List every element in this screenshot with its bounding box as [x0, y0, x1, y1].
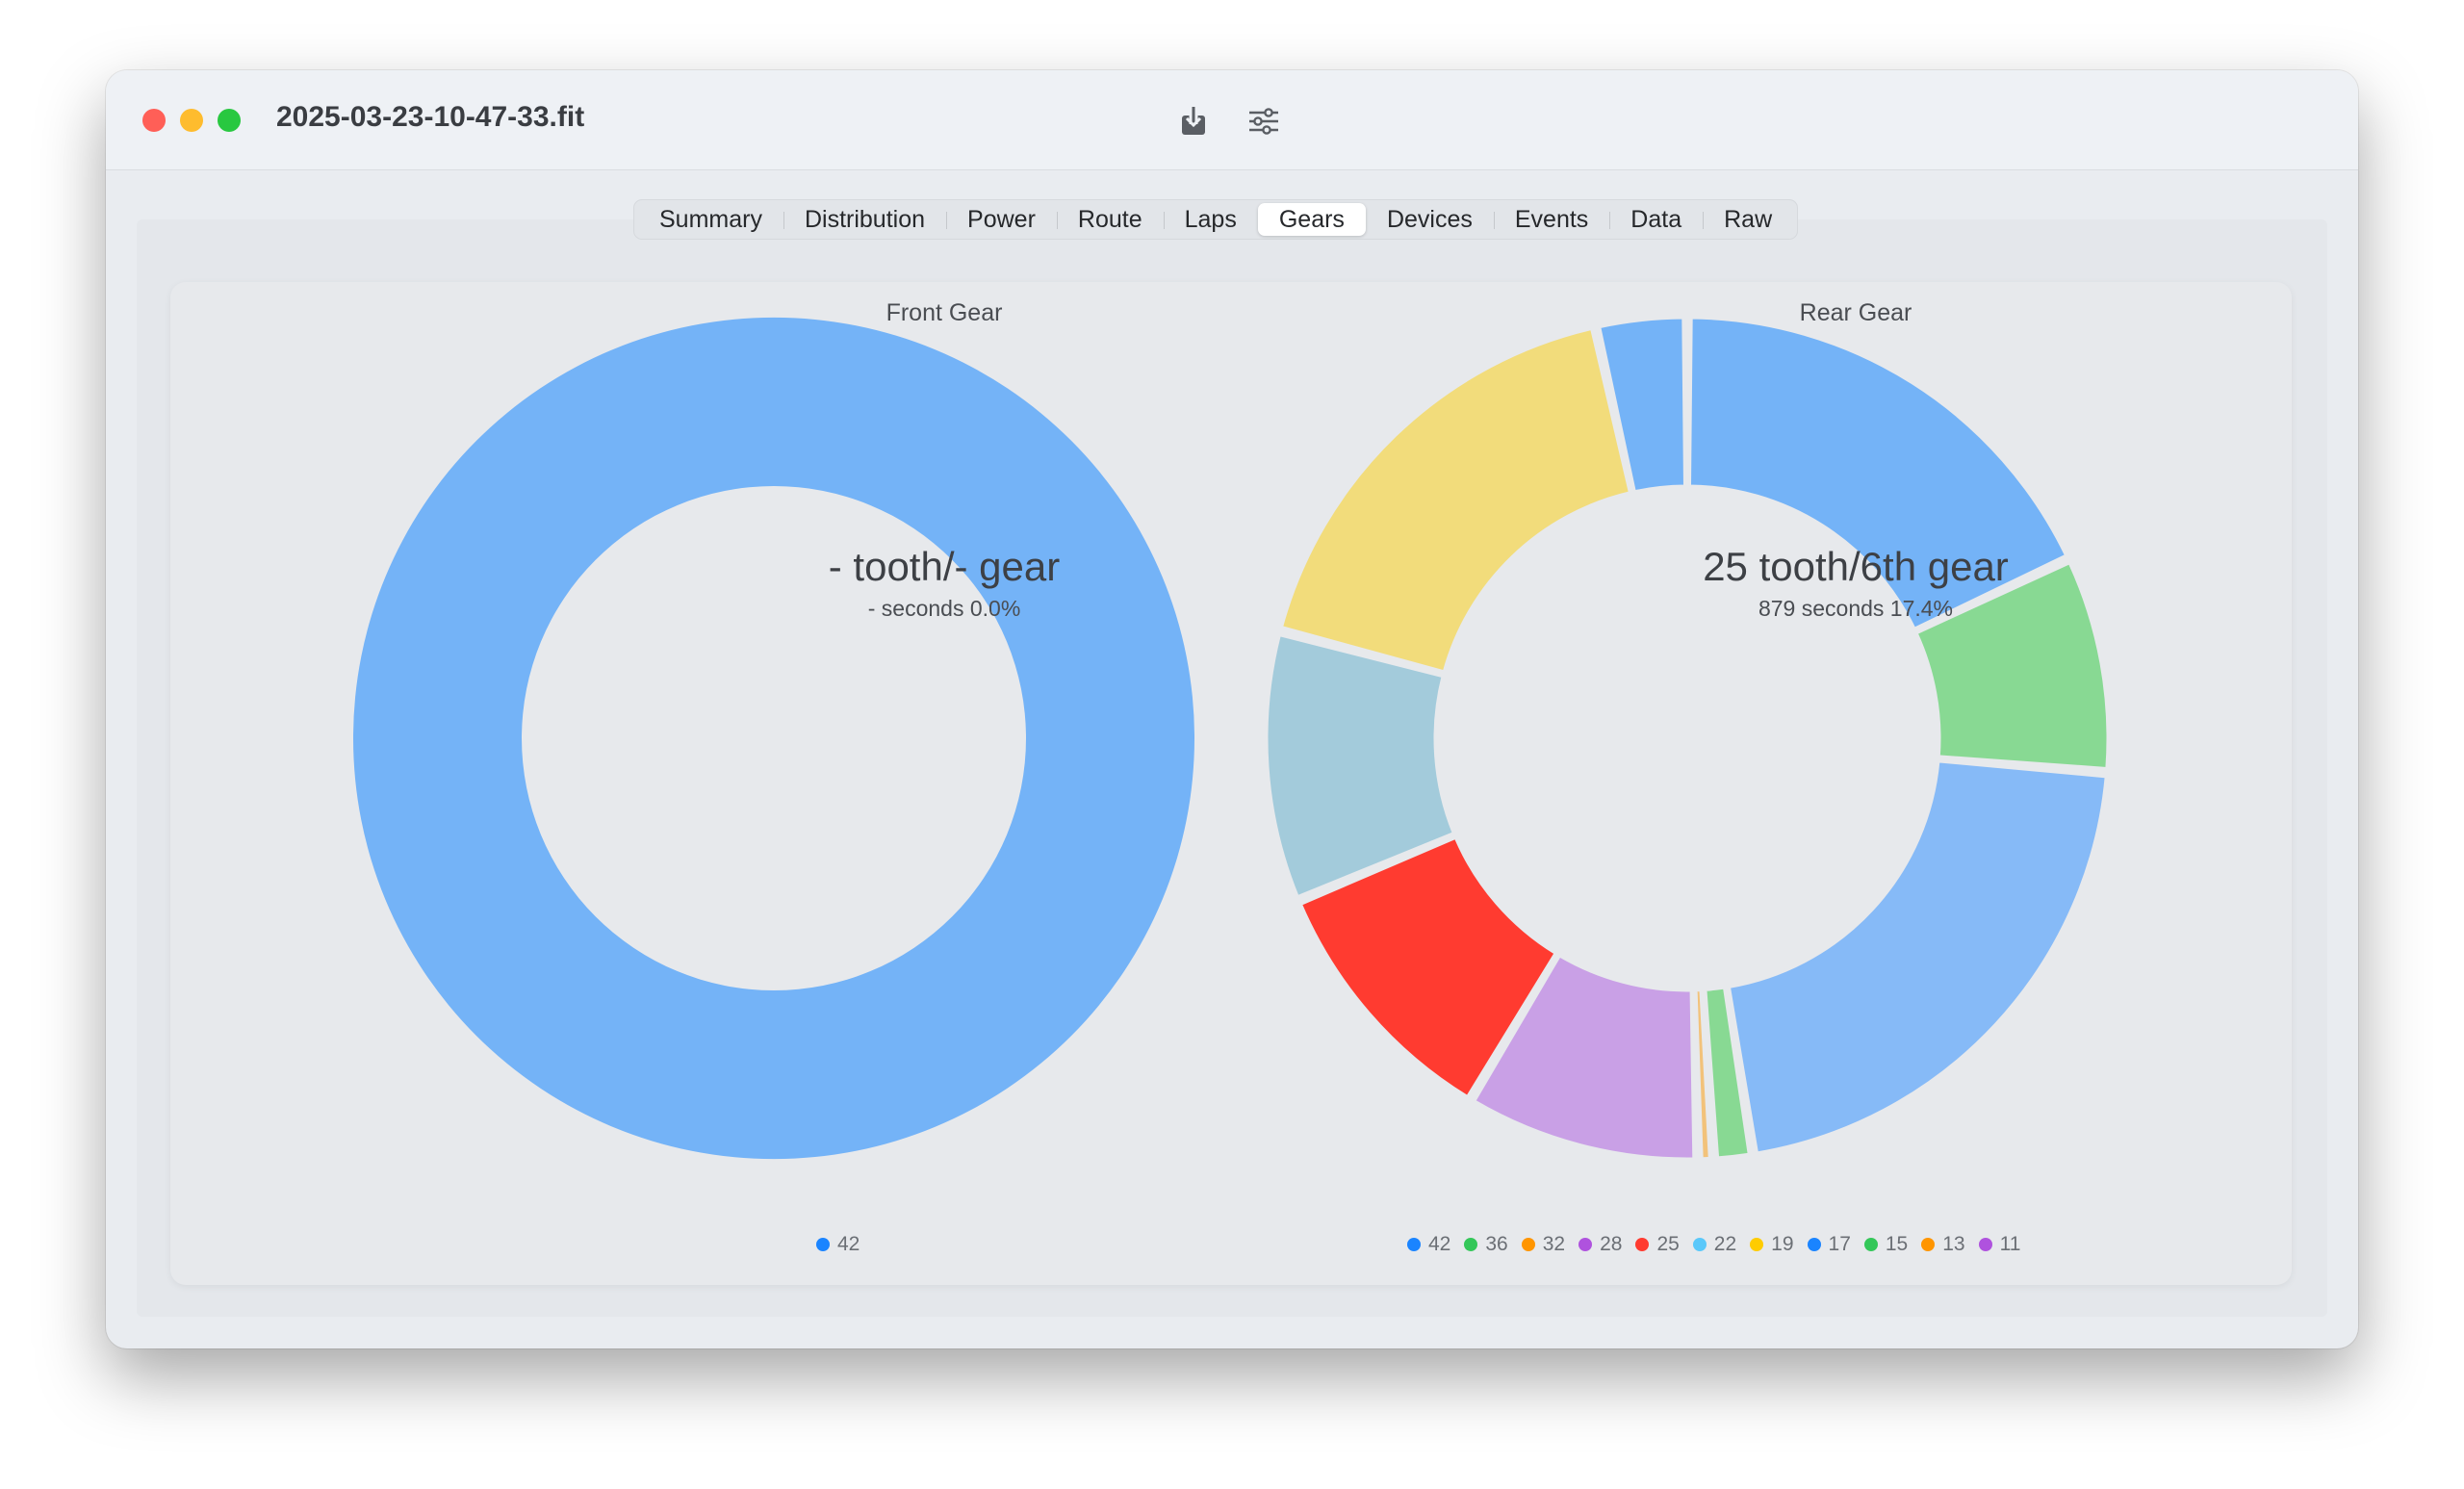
- tab-data[interactable]: Data: [1609, 203, 1703, 236]
- legend-dot: [1978, 1238, 1992, 1251]
- legend-label: 42: [837, 1233, 860, 1255]
- rear-gear-slice-32[interactable]: [1694, 988, 1711, 1161]
- rear-gear-center-main: 25 tooth/6th gear: [1703, 544, 2009, 589]
- tab-route[interactable]: Route: [1056, 203, 1164, 236]
- sliders-icon[interactable]: [1245, 103, 1282, 140]
- legend-dot: [1750, 1238, 1764, 1251]
- legend-dot: [816, 1238, 830, 1251]
- front-gear-center-sub: - seconds 0.0%: [867, 596, 1021, 621]
- front-gear-title: Front Gear: [886, 299, 1003, 326]
- close-window-button[interactable]: [142, 109, 166, 132]
- legend-label: 32: [1542, 1233, 1566, 1255]
- download-icon[interactable]: [1175, 103, 1212, 140]
- legend-dot: [1464, 1238, 1478, 1251]
- legend-label: 11: [1999, 1233, 2021, 1255]
- rear-gear-slice-17[interactable]: [1727, 759, 2108, 1155]
- gears-card: Front Gear - tooth/- gear - seconds 0.0%…: [170, 282, 2292, 1285]
- zoom-window-button[interactable]: [218, 109, 241, 132]
- tab-power[interactable]: Power: [946, 203, 1057, 236]
- rear-legend-item-17: 17: [1807, 1233, 1851, 1256]
- rear-gear-center-sub: 879 seconds 17.4%: [1758, 596, 1954, 621]
- rear-legend-item-19: 19: [1750, 1233, 1794, 1256]
- rear-gear-slice-19[interactable]: [1280, 326, 1631, 674]
- tab-laps[interactable]: Laps: [1163, 203, 1258, 236]
- legend-label: 13: [1942, 1233, 1965, 1255]
- legend-label: 17: [1828, 1233, 1851, 1255]
- front-legend-item-42: 42: [816, 1233, 860, 1256]
- rear-legend-item-11: 11: [1978, 1233, 2021, 1256]
- rear-gear-legend: 42 36 32 28 25 22 19 17 15 13 11: [1407, 1233, 2020, 1256]
- legend-dot: [1578, 1238, 1593, 1251]
- rear-gear-slice-22[interactable]: [1265, 633, 1455, 899]
- rear-legend-item-28: 28: [1578, 1233, 1622, 1256]
- title-bar: 2025-03-23-10-47-33.fit: [106, 70, 2358, 170]
- tab-events[interactable]: Events: [1493, 203, 1609, 236]
- legend-dot: [1921, 1238, 1936, 1251]
- rear-gear-slice-13[interactable]: [1914, 561, 2110, 770]
- rear-legend-item-25: 25: [1635, 1233, 1680, 1256]
- legend-dot: [1807, 1238, 1821, 1251]
- window-title: 2025-03-23-10-47-33.fit: [276, 101, 585, 133]
- legend-label: 15: [1885, 1233, 1909, 1255]
- legend-label: 36: [1485, 1233, 1508, 1255]
- legend-dot: [1863, 1238, 1878, 1251]
- tab-raw[interactable]: Raw: [1703, 203, 1793, 236]
- minimize-window-button[interactable]: [180, 109, 203, 132]
- rear-legend-item-13: 13: [1921, 1233, 1965, 1256]
- front-gear-slice-42[interactable]: [352, 317, 1194, 1160]
- legend-label: 22: [1713, 1233, 1737, 1255]
- legend-label: 28: [1600, 1233, 1623, 1255]
- rear-gear-slice-28[interactable]: [1473, 954, 1696, 1161]
- legend-dot: [1692, 1238, 1707, 1251]
- rear-legend-item-15: 15: [1863, 1233, 1909, 1256]
- rear-gear-slice-15[interactable]: [1688, 316, 2068, 630]
- rear-gear-slice-42[interactable]: [1598, 316, 1686, 494]
- tab-distribution[interactable]: Distribution: [783, 203, 946, 236]
- app-window: 2025-03-23-10-47-33.fit: [106, 70, 2358, 1348]
- front-gear-center-main: - tooth/- gear: [828, 544, 1061, 589]
- legend-label: 42: [1428, 1233, 1451, 1255]
- rear-gear-title: Rear Gear: [1799, 299, 1912, 326]
- legend-dot: [1635, 1238, 1650, 1251]
- rear-legend-item-36: 36: [1464, 1233, 1508, 1256]
- tab-bar: Summary Distribution Power Route Laps Gears De…: [633, 199, 1799, 240]
- rear-legend-item-22: 22: [1692, 1233, 1737, 1256]
- rear-gear-slice-25[interactable]: [1298, 835, 1557, 1099]
- rear-gear-slice-36[interactable]: [1704, 986, 1751, 1160]
- legend-dot: [1521, 1238, 1535, 1251]
- tab-summary[interactable]: Summary: [659, 206, 762, 233]
- front-gear-legend: 42: [816, 1233, 860, 1256]
- tab-devices[interactable]: Devices: [1386, 206, 1473, 233]
- rear-legend-item-42: 42: [1407, 1233, 1450, 1256]
- legend-label: 25: [1656, 1233, 1680, 1255]
- tab-gears[interactable]: Gears: [1257, 203, 1366, 236]
- gear-charts: [352, 316, 2110, 1161]
- legend-dot: [1407, 1238, 1421, 1251]
- rear-legend-item-32: 32: [1521, 1233, 1566, 1256]
- legend-label: 19: [1771, 1233, 1794, 1255]
